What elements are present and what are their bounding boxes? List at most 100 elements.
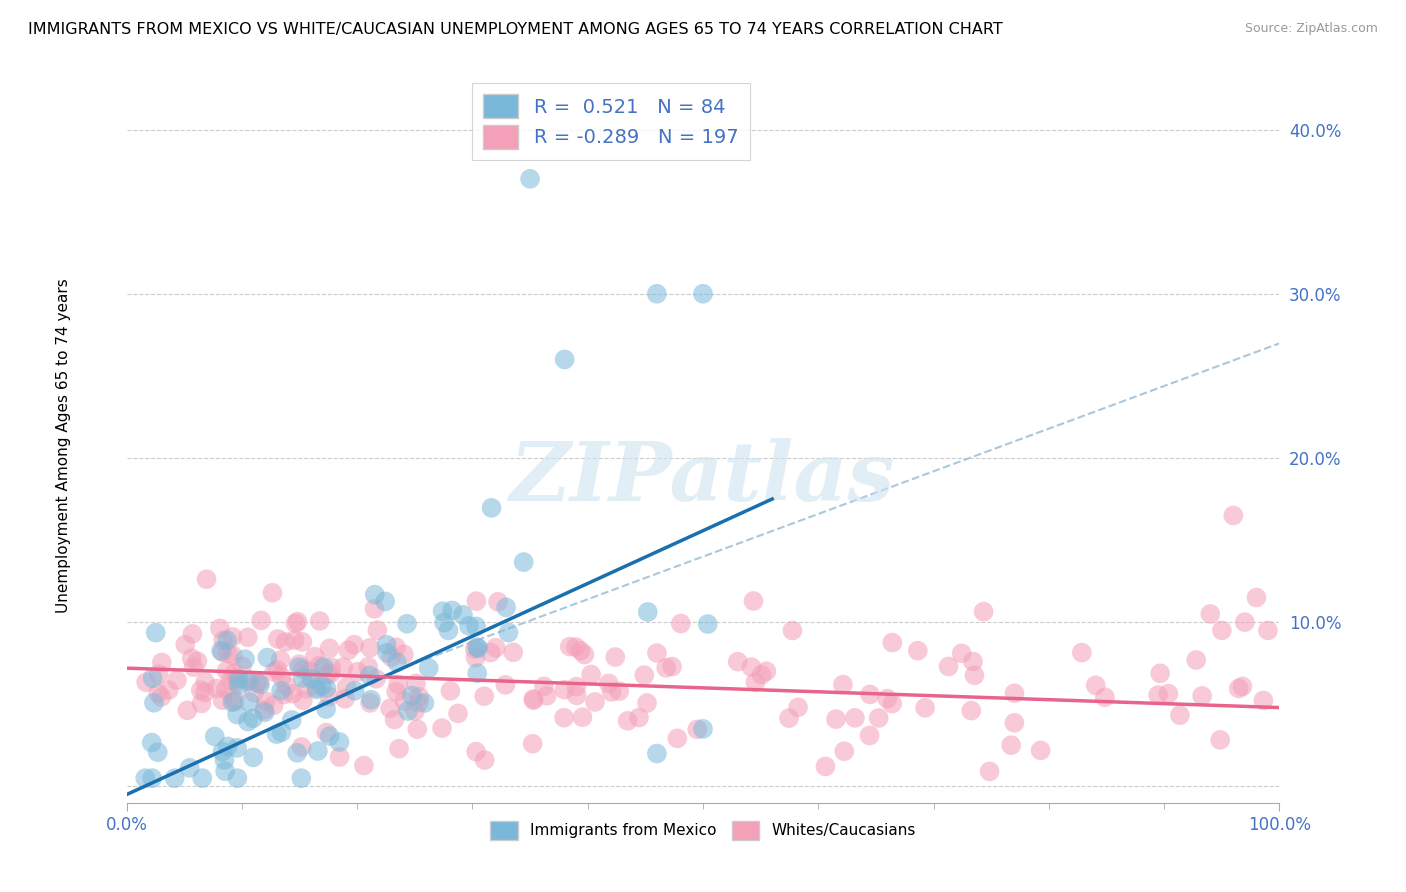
Point <box>396 704 419 718</box>
Point <box>565 689 588 703</box>
Point <box>692 286 714 301</box>
Point <box>1257 624 1279 638</box>
Point <box>212 633 235 648</box>
Point <box>598 676 620 690</box>
Point <box>607 684 630 698</box>
Point <box>387 677 409 691</box>
Point <box>263 698 285 713</box>
Point <box>696 617 718 632</box>
Point <box>205 681 228 696</box>
Point <box>787 700 810 714</box>
Point <box>374 594 396 608</box>
Point <box>308 658 330 673</box>
Point <box>960 704 983 718</box>
Point <box>225 674 247 689</box>
Point <box>832 744 855 758</box>
Point <box>1233 615 1256 630</box>
Point <box>150 690 173 704</box>
Point <box>375 638 398 652</box>
Point <box>263 665 285 679</box>
Point <box>186 654 208 668</box>
Point <box>375 646 398 660</box>
Point <box>385 640 408 655</box>
Point <box>142 671 165 685</box>
Point <box>214 753 236 767</box>
Point <box>973 605 995 619</box>
Point <box>343 638 366 652</box>
Point <box>219 673 242 688</box>
Point <box>536 689 558 703</box>
Point <box>236 714 259 729</box>
Point <box>226 740 249 755</box>
Point <box>284 633 307 648</box>
Point <box>384 713 406 727</box>
Point <box>291 635 314 649</box>
Point <box>238 695 260 709</box>
Point <box>249 677 271 691</box>
Point <box>191 771 214 785</box>
Point <box>217 647 239 661</box>
Text: Unemployment Among Ages 65 to 74 years: Unemployment Among Ages 65 to 74 years <box>56 278 70 614</box>
Point <box>304 649 326 664</box>
Point <box>1168 708 1191 723</box>
Point <box>447 706 470 721</box>
Text: IMMIGRANTS FROM MEXICO VS WHITE/CAUCASIAN UNEMPLOYMENT AMONG AGES 65 TO 74 YEARS: IMMIGRANTS FROM MEXICO VS WHITE/CAUCASIA… <box>28 22 1002 37</box>
Point <box>315 681 337 695</box>
Point <box>288 660 311 674</box>
Point <box>479 646 502 660</box>
Point <box>495 600 517 615</box>
Point <box>305 682 328 697</box>
Legend: Immigrants from Mexico, Whites/Caucasians: Immigrants from Mexico, Whites/Caucasian… <box>484 815 922 846</box>
Point <box>742 594 765 608</box>
Point <box>190 697 212 711</box>
Point <box>359 696 381 710</box>
Point <box>270 725 292 739</box>
Point <box>782 624 804 638</box>
Point <box>276 679 298 693</box>
Point <box>142 696 165 710</box>
Point <box>692 722 714 736</box>
Point <box>637 605 659 619</box>
Point <box>270 653 292 667</box>
Point <box>195 572 218 586</box>
Point <box>148 686 170 700</box>
Point <box>336 680 359 694</box>
Point <box>744 675 766 690</box>
Point <box>938 659 960 673</box>
Point <box>179 761 201 775</box>
Point <box>262 586 284 600</box>
Point <box>353 758 375 772</box>
Point <box>270 670 292 684</box>
Point <box>1227 681 1250 696</box>
Point <box>1232 679 1254 693</box>
Point <box>583 695 606 709</box>
Point <box>291 693 314 707</box>
Point <box>522 691 544 706</box>
Point <box>299 665 322 679</box>
Point <box>481 500 503 515</box>
Point <box>290 771 312 785</box>
Point <box>228 678 250 692</box>
Point <box>616 714 638 728</box>
Point <box>273 688 295 702</box>
Point <box>558 640 581 654</box>
Point <box>148 667 170 681</box>
Point <box>287 615 309 629</box>
Point <box>661 659 683 673</box>
Point <box>318 690 340 704</box>
Point <box>231 659 253 673</box>
Point <box>281 687 304 701</box>
Point <box>157 683 180 698</box>
Point <box>914 700 936 714</box>
Point <box>553 711 575 725</box>
Point <box>385 684 408 698</box>
Point <box>250 614 273 628</box>
Point <box>406 722 429 736</box>
Point <box>285 746 308 760</box>
Point <box>633 668 655 682</box>
Point <box>226 771 249 785</box>
Point <box>963 668 986 682</box>
Point <box>311 679 333 693</box>
Point <box>394 694 416 708</box>
Point <box>458 619 481 633</box>
